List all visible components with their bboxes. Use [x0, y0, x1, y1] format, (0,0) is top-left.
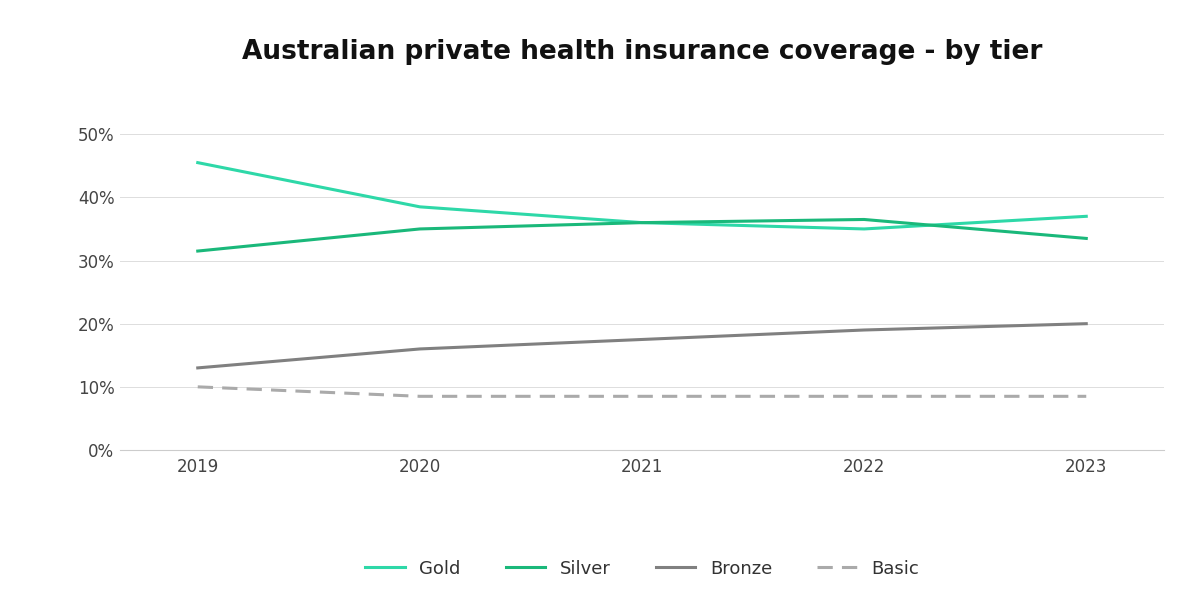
Line: Gold: Gold — [198, 163, 1086, 229]
Basic — [413, 393, 427, 400]
Basic — [191, 383, 205, 391]
Bronze — [635, 336, 649, 343]
Bronze — [413, 346, 427, 353]
Gold — [413, 203, 427, 211]
Basic — [1079, 393, 1093, 400]
Silver — [635, 219, 649, 226]
Bronze — [191, 364, 205, 371]
Line: Basic: Basic — [198, 387, 1086, 397]
Silver — [413, 226, 427, 233]
Silver — [857, 216, 871, 223]
Gold — [857, 226, 871, 233]
Title: Australian private health insurance coverage - by tier: Australian private health insurance cove… — [242, 40, 1042, 65]
Bronze — [1079, 320, 1093, 327]
Gold — [191, 159, 205, 166]
Line: Bronze: Bronze — [198, 323, 1086, 368]
Silver — [191, 247, 205, 254]
Gold — [635, 219, 649, 226]
Basic — [857, 393, 871, 400]
Bronze — [857, 326, 871, 334]
Basic — [635, 393, 649, 400]
Legend: Gold, Silver, Bronze, Basic: Gold, Silver, Bronze, Basic — [365, 560, 919, 578]
Line: Silver: Silver — [198, 220, 1086, 251]
Silver — [1079, 235, 1093, 242]
Gold — [1079, 213, 1093, 220]
